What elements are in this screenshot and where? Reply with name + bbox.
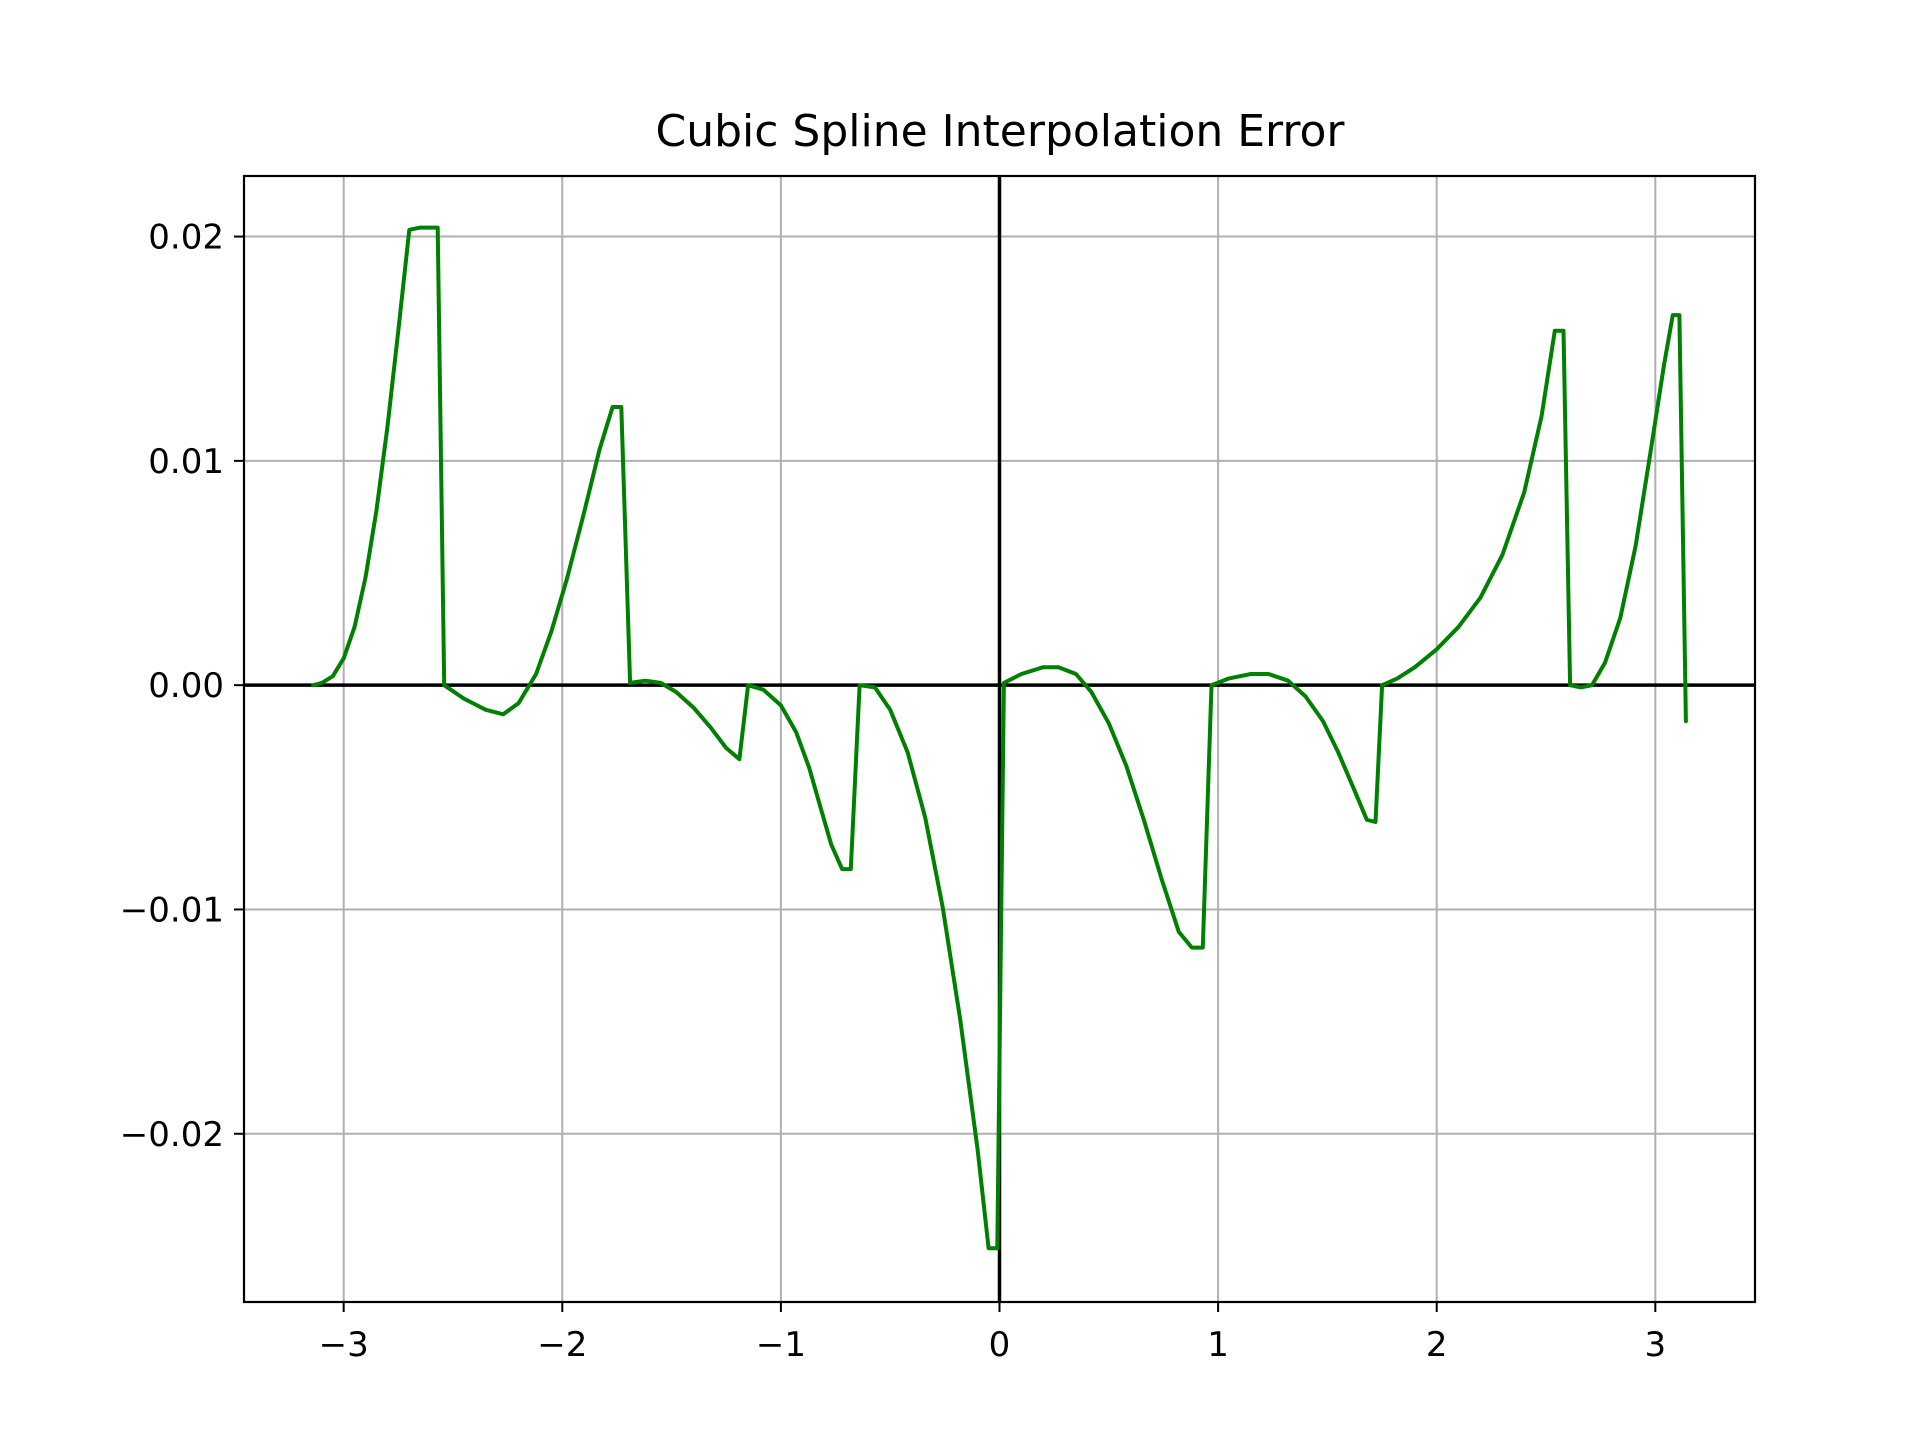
x-tick-label: 1 (1207, 1325, 1229, 1365)
y-axis: −0.02 −0.01 0.00 0.01 0.02 (120, 218, 244, 1155)
series-layer (311, 225, 1688, 1251)
chart-title: Cubic Spline Interpolation Error (655, 106, 1345, 157)
x-tick-label: −3 (319, 1325, 369, 1365)
y-tick-label: 0.02 (148, 218, 224, 258)
y-tick-label: −0.01 (120, 890, 224, 930)
y-tick-label: 0.01 (148, 442, 224, 482)
x-tick-label: 2 (1426, 1325, 1448, 1365)
x-tick-label: −2 (537, 1325, 587, 1365)
y-tick-label: 0.00 (148, 666, 224, 706)
x-axis: −3 −2 −1 0 1 2 3 (319, 1302, 1666, 1365)
x-tick-label: 3 (1644, 1325, 1666, 1365)
y-tick-label: −0.02 (120, 1115, 224, 1155)
x-tick-label: −1 (756, 1325, 806, 1365)
x-tick-label: 0 (989, 1325, 1011, 1365)
series-line (311, 225, 1688, 1251)
